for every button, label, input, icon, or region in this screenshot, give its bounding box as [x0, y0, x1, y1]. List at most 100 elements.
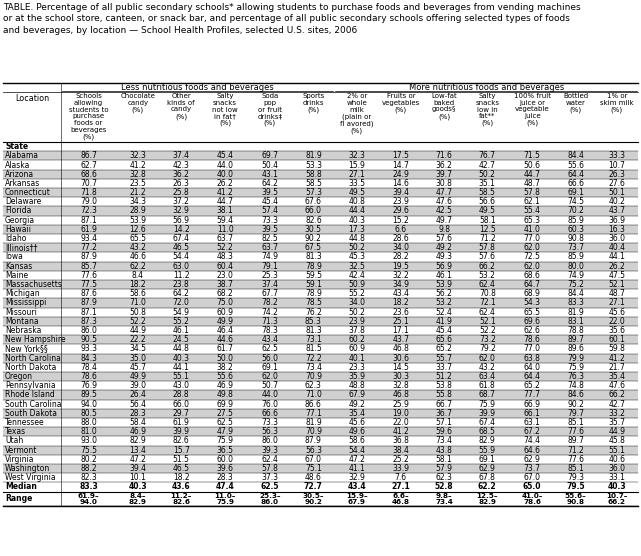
Text: 43.6: 43.6 [172, 483, 190, 492]
Text: 52.2: 52.2 [217, 244, 233, 252]
Text: 41.0: 41.0 [524, 225, 540, 234]
Text: 41.2: 41.2 [217, 188, 233, 197]
Text: 81.9: 81.9 [305, 418, 322, 427]
Text: 22.0: 22.0 [608, 317, 626, 326]
Text: South Carolina: South Carolina [5, 400, 62, 409]
Text: 27.1: 27.1 [392, 483, 410, 492]
Text: 39.3: 39.3 [262, 446, 278, 455]
Text: 45.4: 45.4 [262, 197, 278, 206]
Text: 74.8: 74.8 [567, 381, 584, 390]
Text: 90.5: 90.5 [80, 335, 97, 344]
Text: 44.9: 44.9 [129, 326, 146, 335]
Text: 53.8: 53.8 [436, 381, 453, 390]
Text: 46.5: 46.5 [172, 464, 190, 473]
Text: 58.1: 58.1 [436, 455, 453, 464]
Text: 51.5: 51.5 [172, 455, 190, 464]
Text: 88.2: 88.2 [80, 464, 97, 473]
Text: 28.2: 28.2 [392, 252, 409, 261]
Text: 11.0: 11.0 [217, 225, 233, 234]
Text: 47.2: 47.2 [129, 455, 146, 464]
Text: Delaware: Delaware [5, 197, 41, 206]
Text: 39.5: 39.5 [262, 188, 278, 197]
Bar [3, 299, 638, 307]
Text: 79.9: 79.9 [567, 354, 584, 363]
Text: 47.4: 47.4 [216, 483, 235, 492]
Text: Utah: Utah [5, 436, 23, 445]
Text: 11.0–: 11.0– [215, 493, 236, 499]
Text: 44.6: 44.6 [217, 335, 233, 344]
Bar [3, 151, 638, 160]
Text: 40.3: 40.3 [129, 483, 147, 492]
Text: 71.0: 71.0 [129, 299, 146, 307]
Text: Iowa: Iowa [5, 252, 23, 261]
Text: 79.7: 79.7 [567, 409, 584, 418]
Text: 38.2: 38.2 [217, 363, 233, 372]
Text: 12.6: 12.6 [129, 225, 146, 234]
Text: 57.8: 57.8 [262, 464, 278, 473]
Text: 62.0: 62.0 [479, 354, 495, 363]
Text: 66.0: 66.0 [172, 400, 190, 409]
Text: 70.8: 70.8 [479, 289, 495, 299]
Text: 38.1: 38.1 [217, 206, 233, 216]
Text: 70.9: 70.9 [305, 428, 322, 436]
Text: 47.7: 47.7 [436, 188, 453, 197]
Text: 70.9: 70.9 [305, 372, 322, 381]
Bar [3, 317, 638, 326]
Text: 40.2: 40.2 [608, 197, 626, 206]
Text: 46.1: 46.1 [436, 271, 453, 280]
Text: 49.5: 49.5 [348, 188, 365, 197]
Text: 50.2: 50.2 [479, 170, 495, 178]
Text: 62.3: 62.3 [305, 381, 322, 390]
Text: 66.6: 66.6 [262, 409, 278, 418]
Text: 41.9: 41.9 [436, 317, 453, 326]
Text: 87.1: 87.1 [80, 307, 97, 317]
Text: 27.6: 27.6 [608, 179, 626, 188]
Text: 61.9: 61.9 [80, 225, 97, 234]
Text: 54.9: 54.9 [172, 307, 190, 317]
Text: 46.6: 46.6 [129, 252, 146, 261]
Text: 9.8: 9.8 [438, 225, 450, 234]
Text: 12.5–: 12.5– [476, 493, 498, 499]
Text: 67.5: 67.5 [305, 244, 322, 252]
Text: 79.5: 79.5 [566, 483, 585, 492]
Text: 87.3: 87.3 [80, 317, 97, 326]
Text: 73.4: 73.4 [435, 499, 453, 505]
Text: 41.2: 41.2 [392, 428, 409, 436]
Text: 80.5: 80.5 [80, 409, 97, 418]
Text: 62.2: 62.2 [478, 483, 497, 492]
Text: 43.7: 43.7 [608, 206, 626, 216]
Text: 14.6: 14.6 [392, 179, 410, 188]
Text: 78.4: 78.4 [80, 363, 97, 372]
Text: 41.2: 41.2 [608, 354, 626, 363]
Text: 45.8: 45.8 [608, 436, 626, 445]
Text: 53.2: 53.2 [436, 299, 453, 307]
Text: 67.4: 67.4 [172, 234, 190, 243]
Text: 86.6: 86.6 [305, 400, 322, 409]
Text: 57.6: 57.6 [436, 234, 453, 243]
Text: 49.3: 49.3 [436, 252, 453, 261]
Text: 67.7: 67.7 [262, 289, 278, 299]
Text: 66.2: 66.2 [608, 499, 626, 505]
Text: 55.9: 55.9 [479, 446, 495, 455]
Text: 85.9: 85.9 [567, 216, 584, 225]
Text: 62.0: 62.0 [524, 244, 540, 252]
Text: 35.4: 35.4 [348, 409, 365, 418]
Text: Oregon: Oregon [5, 372, 33, 381]
Text: 15.9: 15.9 [349, 161, 365, 170]
Text: 93.3: 93.3 [80, 345, 97, 354]
Text: 71.2: 71.2 [567, 446, 584, 455]
Text: 34.3: 34.3 [129, 197, 146, 206]
Text: 50.4: 50.4 [262, 161, 278, 170]
Text: 93.4: 93.4 [80, 234, 97, 243]
Text: 22.2: 22.2 [129, 335, 146, 344]
Text: 9.8–: 9.8– [436, 493, 453, 499]
Text: 52.4: 52.4 [436, 307, 453, 317]
Text: 19.5: 19.5 [392, 262, 410, 271]
Text: 79.2: 79.2 [479, 345, 495, 354]
Text: Fruits or
vegetables
(%): Fruits or vegetables (%) [382, 93, 420, 113]
Text: West Virginia: West Virginia [5, 473, 56, 482]
Text: 82.6: 82.6 [172, 499, 190, 505]
Text: 39.9: 39.9 [479, 409, 495, 418]
Text: Sports
drinks
(%): Sports drinks (%) [303, 93, 324, 113]
Text: 35.7: 35.7 [608, 418, 626, 427]
